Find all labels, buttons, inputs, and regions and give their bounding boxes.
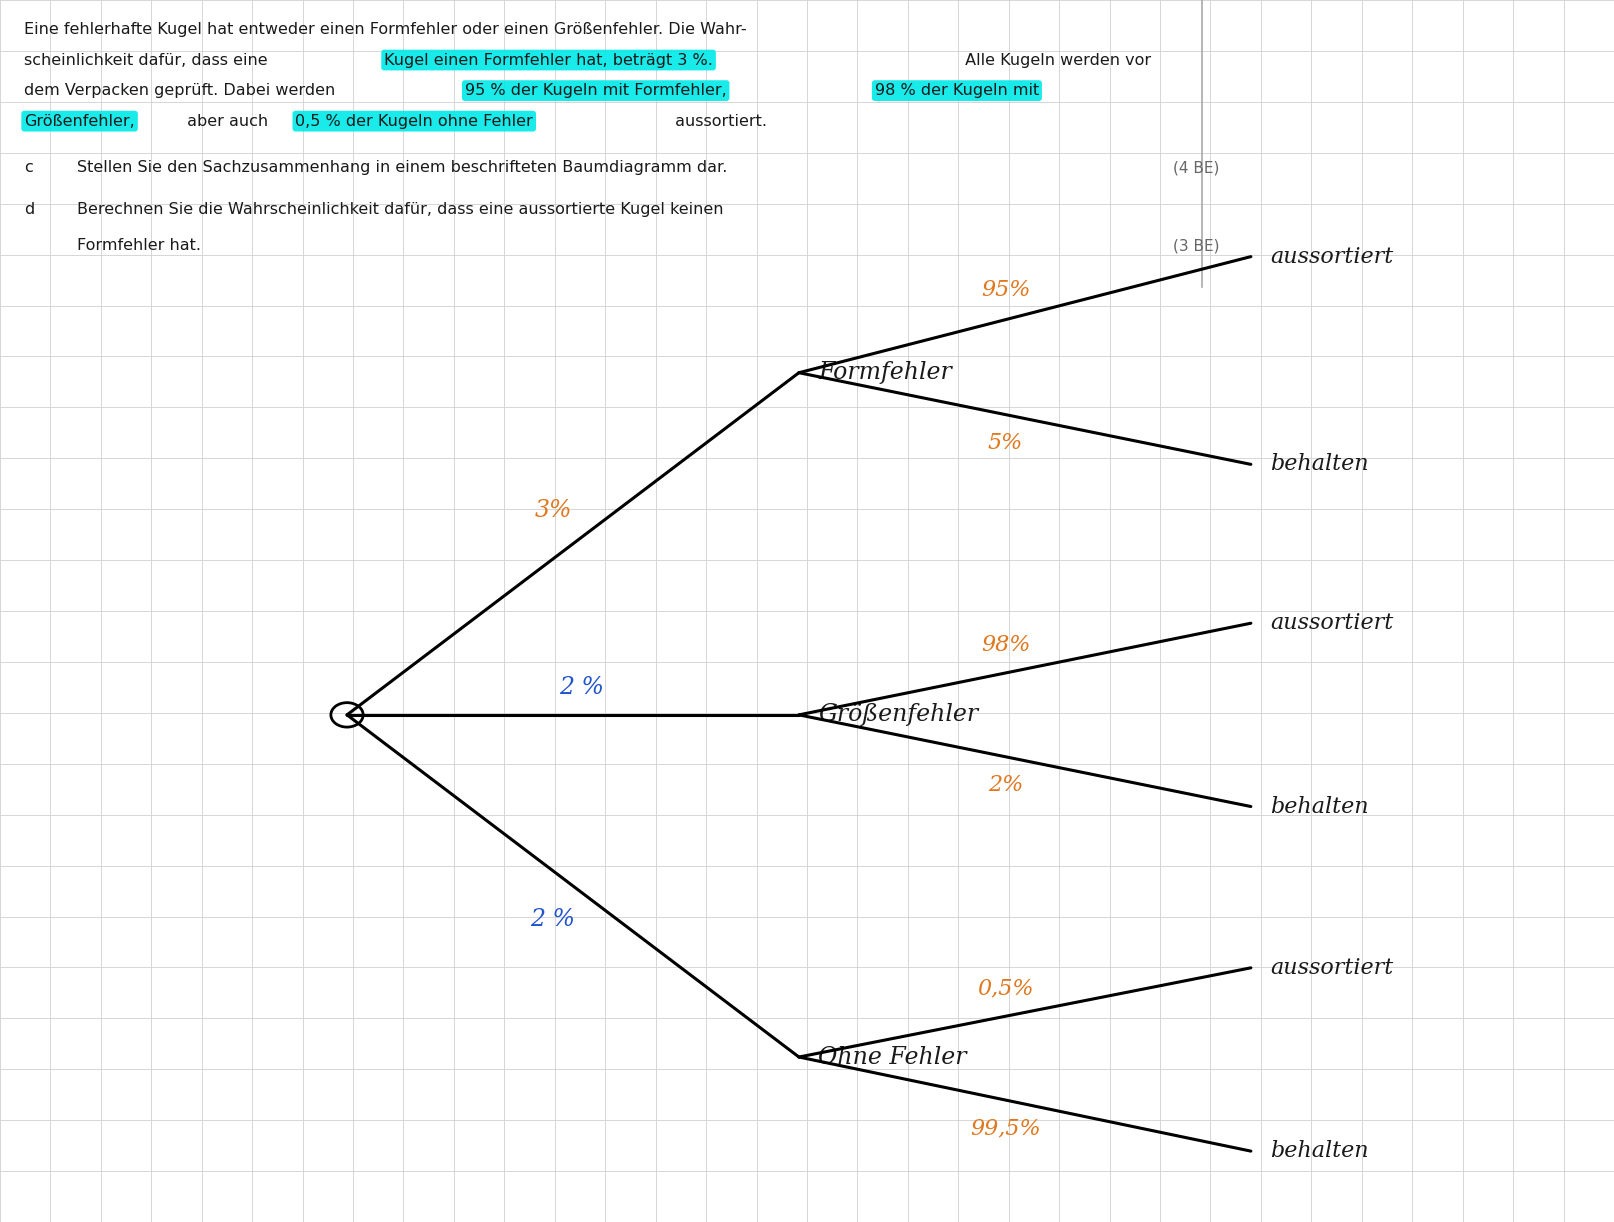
Text: (4 BE): (4 BE)	[1173, 160, 1220, 175]
Text: 99,5%: 99,5%	[970, 1117, 1041, 1140]
Text: behalten: behalten	[1270, 453, 1369, 475]
Text: aussortiert: aussortiert	[1270, 957, 1393, 979]
Text: scheinlichkeit dafür, dass eine: scheinlichkeit dafür, dass eine	[24, 53, 273, 67]
Text: behalten: behalten	[1270, 1140, 1369, 1162]
Text: aussortiert.: aussortiert.	[670, 114, 767, 128]
Text: 0,5 % der Kugeln ohne Fehler: 0,5 % der Kugeln ohne Fehler	[295, 114, 533, 128]
Text: Formfehler: Formfehler	[818, 362, 952, 384]
Text: aussortiert: aussortiert	[1270, 246, 1393, 268]
Text: 98 % der Kugeln mit: 98 % der Kugeln mit	[875, 83, 1039, 98]
Text: Größenfehler,: Größenfehler,	[24, 114, 136, 128]
Text: Ohne Fehler: Ohne Fehler	[818, 1046, 967, 1068]
Text: 3%: 3%	[534, 499, 571, 522]
Text: Stellen Sie den Sachzusammenhang in einem beschrifteten Baumdiagramm dar.: Stellen Sie den Sachzusammenhang in eine…	[77, 160, 728, 175]
Text: Kugel einen Formfehler hat, beträgt 3 %.: Kugel einen Formfehler hat, beträgt 3 %.	[384, 53, 713, 67]
Text: (3 BE): (3 BE)	[1173, 238, 1220, 253]
Text: behalten: behalten	[1270, 796, 1369, 818]
Text: aussortiert: aussortiert	[1270, 612, 1393, 634]
Text: dem Verpacken geprüft. Dabei werden: dem Verpacken geprüft. Dabei werden	[24, 83, 341, 98]
Text: Berechnen Sie die Wahrscheinlichkeit dafür, dass eine aussortierte Kugel keinen: Berechnen Sie die Wahrscheinlichkeit daf…	[77, 202, 725, 216]
Text: 0,5%: 0,5%	[976, 976, 1035, 1000]
Text: 98%: 98%	[981, 633, 1030, 656]
Text: 5%: 5%	[988, 431, 1023, 455]
Text: Alle Kugeln werden vor: Alle Kugeln werden vor	[960, 53, 1151, 67]
Text: aber auch: aber auch	[182, 114, 274, 128]
Text: c: c	[24, 160, 32, 175]
Text: Eine fehlerhafte Kugel hat entweder einen Formfehler oder einen Größenfehler. Di: Eine fehlerhafte Kugel hat entweder eine…	[24, 22, 747, 37]
Text: 2 %: 2 %	[531, 908, 576, 931]
Text: 95%: 95%	[981, 279, 1030, 302]
Text: 2%: 2%	[988, 774, 1023, 797]
Text: d: d	[24, 202, 34, 216]
Text: Formfehler hat.: Formfehler hat.	[77, 238, 202, 253]
Text: 2 %: 2 %	[560, 677, 605, 699]
Text: Größenfehler: Größenfehler	[818, 704, 978, 726]
Text: 95 % der Kugeln mit Formfehler,: 95 % der Kugeln mit Formfehler,	[465, 83, 726, 98]
